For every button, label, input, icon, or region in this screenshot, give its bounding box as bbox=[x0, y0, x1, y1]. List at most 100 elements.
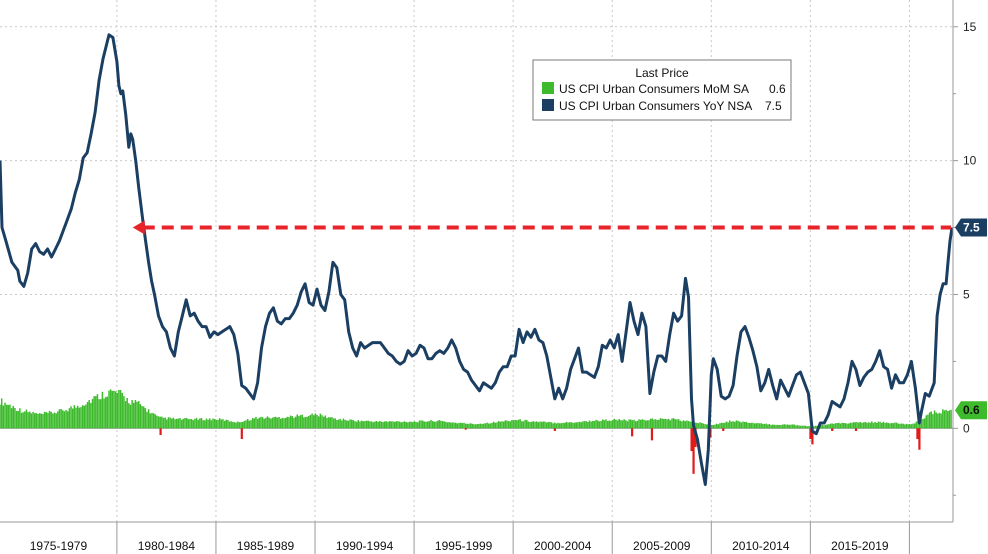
mom-bar bbox=[137, 401, 140, 429]
mom-bar bbox=[583, 421, 586, 429]
mom-bar bbox=[58, 409, 61, 429]
mom-bar bbox=[133, 402, 135, 429]
mom-bar bbox=[476, 424, 478, 429]
mom-bar bbox=[727, 422, 729, 429]
mom-bar bbox=[240, 422, 242, 429]
mom-bar bbox=[608, 420, 611, 429]
mom-bar bbox=[311, 413, 313, 429]
mom-bar bbox=[478, 423, 480, 429]
mom-bar bbox=[208, 418, 211, 429]
mom-bar bbox=[19, 408, 21, 429]
mom-bar bbox=[927, 414, 929, 429]
mom-bar bbox=[628, 419, 630, 429]
mom-bar bbox=[605, 419, 607, 429]
mom-bar bbox=[402, 421, 404, 429]
mom-bar bbox=[268, 417, 270, 429]
mom-bar bbox=[55, 413, 57, 429]
mom-bar bbox=[833, 424, 835, 429]
mom-bar bbox=[664, 418, 667, 429]
x-axis-categories: 1975-1979 1980-1984 1985-1989 1990-1994 1995… bbox=[30, 522, 910, 554]
mom-bar bbox=[146, 411, 148, 429]
mom-bar bbox=[4, 402, 6, 429]
mom-bar bbox=[781, 424, 784, 429]
legend: Last Price US CPI Urban Consumers MoM SA… bbox=[532, 59, 792, 121]
mom-bar bbox=[104, 397, 107, 429]
mom-bar bbox=[762, 423, 764, 429]
mom-bar bbox=[570, 422, 573, 429]
mom-bar bbox=[763, 423, 766, 429]
mom-bar bbox=[108, 390, 110, 429]
mom-bar bbox=[509, 421, 511, 429]
mom-bar bbox=[677, 419, 680, 429]
mom-bar bbox=[261, 417, 264, 429]
mom-bar bbox=[554, 422, 556, 429]
mom-bar bbox=[516, 420, 518, 429]
mom-bar bbox=[501, 421, 503, 429]
mom-bar bbox=[66, 411, 69, 429]
y-axis-ticks: 0 5 10 15 bbox=[953, 20, 977, 496]
mom-bar bbox=[722, 422, 724, 429]
mom-bar bbox=[823, 425, 825, 429]
mom-bar bbox=[385, 421, 388, 429]
mom-negative-bar bbox=[240, 428, 243, 440]
mom-bar bbox=[75, 407, 77, 429]
mom-bar bbox=[169, 417, 171, 429]
mom-bar bbox=[669, 420, 672, 429]
mom-bar bbox=[772, 424, 774, 429]
x-category-label: 2010-2014 bbox=[732, 539, 790, 553]
mom-bar bbox=[375, 420, 378, 429]
mom-bar bbox=[479, 423, 482, 429]
mom-bar bbox=[256, 418, 259, 429]
mom-bar bbox=[882, 421, 885, 429]
legend-label-yoy: US CPI Urban Consumers YoY NSA bbox=[559, 99, 752, 113]
mom-bar bbox=[895, 422, 898, 429]
mom-bar bbox=[595, 419, 597, 429]
mom-bar bbox=[90, 402, 92, 429]
mom-bar bbox=[271, 417, 274, 429]
mom-bar bbox=[854, 422, 857, 429]
mom-bar bbox=[278, 416, 280, 429]
mom-bar bbox=[129, 404, 132, 429]
mom-bar bbox=[156, 415, 158, 429]
mom-bar bbox=[507, 421, 510, 429]
mom-bar bbox=[365, 420, 368, 429]
mom-bar bbox=[805, 425, 807, 429]
mom-bar bbox=[902, 423, 904, 429]
mom-bar bbox=[473, 424, 475, 429]
mom-bar bbox=[10, 408, 13, 429]
mom-bar bbox=[587, 421, 589, 429]
mom-bar bbox=[81, 405, 84, 429]
mom-bar bbox=[634, 421, 637, 429]
mom-bar bbox=[646, 420, 649, 429]
mom-bar bbox=[436, 420, 439, 429]
mom-bar bbox=[9, 404, 11, 429]
mom-bar bbox=[116, 392, 119, 429]
mom-bar bbox=[557, 422, 559, 429]
mom-bar bbox=[631, 420, 634, 429]
mom-bar bbox=[767, 424, 769, 429]
mom-bar bbox=[871, 421, 873, 429]
mom-bar bbox=[752, 422, 754, 429]
mom-bar bbox=[517, 419, 520, 429]
mom-bar bbox=[53, 412, 56, 429]
mom-bar bbox=[175, 418, 178, 429]
mom-bar bbox=[387, 421, 389, 429]
mom-bar bbox=[390, 421, 393, 429]
mom-bar bbox=[17, 410, 19, 429]
mom-bar bbox=[788, 424, 791, 429]
mom-bar bbox=[915, 421, 918, 429]
mom-bar bbox=[445, 421, 447, 429]
mom-bar bbox=[866, 422, 868, 429]
mom-negative-bar bbox=[854, 428, 858, 431]
mom-bar bbox=[796, 425, 799, 429]
mom-bar bbox=[456, 423, 459, 429]
mom-bar bbox=[742, 421, 744, 429]
mom-bar bbox=[220, 419, 223, 429]
mom-bar bbox=[237, 421, 239, 429]
mom-bar bbox=[344, 419, 346, 429]
mom-bar bbox=[314, 413, 317, 429]
mom-bar bbox=[443, 421, 445, 429]
mom-bar bbox=[270, 418, 272, 429]
mom-bar bbox=[760, 423, 762, 429]
mom-bar bbox=[157, 416, 160, 429]
